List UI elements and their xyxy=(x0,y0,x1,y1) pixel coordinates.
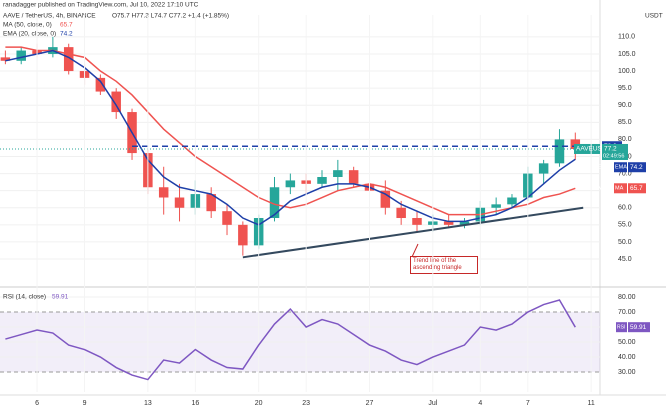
symbol-title: AAVE / TetherUS, 4h, BINANCE xyxy=(3,13,96,20)
candle-body xyxy=(554,139,565,164)
ohlc: O75.7 H77.3 L74.7 C77.2 +1.4 (+1.85%) xyxy=(112,13,229,20)
symbol-label: AAVEUSDT xyxy=(576,146,611,153)
candle-body xyxy=(158,187,169,198)
y-tick-label: 50.00 xyxy=(618,339,636,346)
candle-body xyxy=(285,180,296,188)
candle-body xyxy=(222,211,232,225)
x-tick-label: 20 xyxy=(255,400,263,407)
x-tick-label: 7 xyxy=(526,400,530,407)
indicator-tag-bg xyxy=(614,183,627,194)
y-tick-label: 100.0 xyxy=(618,68,636,75)
y-tick-label: 40.00 xyxy=(618,354,636,361)
x-tick-label: 16 xyxy=(191,400,199,407)
candle-body xyxy=(317,177,327,184)
candle-body xyxy=(459,221,470,225)
indicator-value-bg xyxy=(628,322,650,333)
x-tick-label: 23 xyxy=(302,400,310,407)
y-tick-label: 90.0 xyxy=(618,102,632,109)
candle-body xyxy=(0,57,11,61)
candle-body xyxy=(380,190,391,208)
y-tick-label: 85.0 xyxy=(618,119,632,126)
x-tick-label: 4 xyxy=(478,400,482,407)
indicator-value: 74.2 xyxy=(630,164,643,171)
candle-body xyxy=(206,194,216,212)
indicator-tag-bg xyxy=(614,162,627,173)
candle-body xyxy=(174,197,185,208)
indicator-tag: EMA xyxy=(598,164,613,171)
price-unit: USDT xyxy=(645,13,663,20)
legend-name: MA (50, close, 0) xyxy=(3,22,52,29)
y-tick-label: 45.0 xyxy=(618,256,632,263)
x-tick-label: 13 xyxy=(144,400,152,407)
candle-body xyxy=(333,170,343,177)
indicator-value: 65.7 xyxy=(630,185,643,192)
indicator-tag: MA xyxy=(615,186,624,192)
indicator-tag-bg xyxy=(616,322,627,333)
legend-value: 74.2 xyxy=(60,31,73,38)
indicator-tag: EMA xyxy=(615,165,627,171)
indicator-line xyxy=(5,299,576,381)
indicator-tag: MA xyxy=(598,185,608,192)
legend-value: 59.91 xyxy=(52,294,69,301)
candle-body xyxy=(507,197,517,205)
y-tick-label: 95.0 xyxy=(618,85,632,92)
countdown: 02:49:56 xyxy=(603,153,624,159)
y-tick-label: 80.0 xyxy=(618,136,632,143)
candle-body xyxy=(396,207,406,219)
trendline xyxy=(242,206,584,259)
y-tick-label: 80.00 xyxy=(618,294,636,301)
candle-body xyxy=(95,77,106,92)
candle-body xyxy=(538,163,549,174)
y-tick-label: 60.0 xyxy=(618,205,632,212)
y-tick-label: 105.0 xyxy=(618,51,636,58)
legend-name: RSI (14, close) xyxy=(3,294,46,301)
symbol-label-bg xyxy=(574,143,600,154)
last-price: 77.2 xyxy=(604,146,617,153)
y-tick-label: 70.00 xyxy=(618,309,636,316)
indicator-value-bg xyxy=(628,162,646,173)
legend-name: EMA (20, close, 0) xyxy=(3,31,56,38)
candle-body xyxy=(16,50,26,61)
candle-body xyxy=(412,218,422,225)
annotation-box: Trend line of the ascending triangle xyxy=(410,256,478,274)
x-tick-label: Jul xyxy=(428,400,437,407)
candle-body xyxy=(443,221,454,225)
y-tick-label: 70.0 xyxy=(618,170,632,177)
annotation: Trend line of the ascending triangle xyxy=(410,256,478,274)
x-tick-label: 9 xyxy=(83,400,87,407)
candle-body xyxy=(63,47,74,72)
indicator-value: 59.91 xyxy=(630,324,647,331)
candle-body xyxy=(111,91,121,113)
indicator-value-bg xyxy=(628,183,646,194)
x-tick-label: 27 xyxy=(366,400,374,407)
x-tick-label: 11 xyxy=(587,400,594,407)
candle-body xyxy=(238,224,248,246)
annotation-pointer xyxy=(411,243,419,258)
indicator-tag: RSI xyxy=(617,325,625,331)
x-tick-label: 6 xyxy=(35,400,39,407)
last-price-bg xyxy=(602,143,628,160)
y-tick-label: 30.00 xyxy=(618,369,636,376)
candle-body xyxy=(348,170,359,184)
y-tick-label: 55.0 xyxy=(618,222,632,229)
candle-body xyxy=(269,187,280,219)
candle-body xyxy=(491,204,501,208)
legend-value: 65.7 xyxy=(60,22,73,29)
y-tick-label: 50.0 xyxy=(618,239,632,246)
publisher: ranadagger published on TradingView.com,… xyxy=(3,2,199,9)
y-tick-label: 110.0 xyxy=(618,34,635,41)
